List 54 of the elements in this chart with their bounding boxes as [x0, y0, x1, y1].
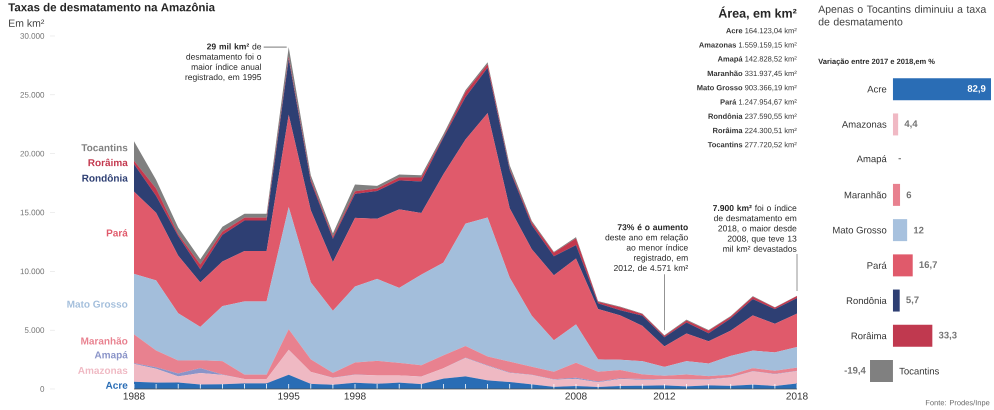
y-tick-label: Amapá — [856, 155, 887, 164]
annotation: 7.900 km² foi o índice de desmatamento em 2018, o maior desde 2008, que teve 13 mil km² devastados — [713, 204, 796, 252]
data-label: 16,7 — [920, 261, 937, 270]
x-tick-label: 1998 — [344, 392, 366, 400]
y-tick-label: 5.000 — [24, 327, 44, 333]
bar — [892, 290, 900, 312]
y-tick-label: 30.000 — [20, 33, 44, 39]
x-tick-label: 2012 — [654, 392, 676, 400]
y-tick-label: Amazonas — [842, 121, 886, 128]
y-tick-label: 10.000 — [20, 268, 44, 274]
bar — [892, 184, 900, 206]
data-label: 12 — [914, 226, 924, 234]
data-label: 82,9 — [968, 85, 986, 94]
x-tick-label: 2008 — [565, 392, 587, 400]
series-label: Rondônia — [82, 174, 128, 182]
y-tick-label: 0 — [40, 386, 44, 392]
y-tick-label: 15.000 — [20, 210, 44, 216]
chart-title: Taxas de desmatamento na Amazônia — [8, 2, 216, 12]
series-label: Pará — [106, 229, 128, 237]
data-label: 5,7 — [906, 296, 919, 305]
text: - — [898, 158, 901, 160]
bar — [870, 360, 893, 382]
series-label: Rorâima — [88, 158, 128, 166]
bar — [892, 78, 992, 100]
x-tick-label: 1995 — [278, 392, 300, 400]
y-tick-label: Acre — [867, 86, 886, 93]
y-tick-label: Pará — [867, 262, 887, 269]
y-tick-label: Rorâima — [852, 332, 887, 340]
series-label: Amazonas — [78, 367, 128, 374]
data-label: 6 — [906, 192, 912, 198]
x-tick-label: 1988 — [124, 392, 145, 400]
text: Área, em km² — [718, 6, 797, 20]
y-tick-label: Rondônia — [846, 297, 887, 304]
chart-title: Apenas o Tocantins diminuiu a taxa de desmatamento — [818, 5, 986, 26]
series-label: Maranhão — [81, 337, 128, 345]
y-tick-label: 20.000 — [20, 150, 44, 156]
data-label: -19,4 — [844, 366, 866, 376]
y-tick-label: Mato Grosso — [833, 226, 886, 234]
annotation: 73% é o aumento deste ano em relação ao menor índice registrado, em 2012, de 4.571 km² — [605, 224, 688, 272]
data-label: 33,3 — [938, 332, 957, 340]
annotation: 29 mil km² de desmatamento foi o maior índice anual registrado, em 1995 — [186, 43, 262, 82]
bar — [892, 219, 908, 242]
series-label: Mato Grosso — [67, 300, 128, 308]
bar — [892, 113, 898, 136]
series-label: Tocantins — [81, 144, 128, 152]
bar — [892, 254, 913, 276]
series-label: Amapá — [94, 350, 128, 360]
y-tick-label: Maranhão — [844, 191, 886, 198]
y-tick-label: 25.000 — [20, 92, 44, 98]
x-tick-label: 2018 — [786, 392, 808, 400]
data-label: 4,4 — [904, 120, 918, 128]
bar — [892, 324, 932, 347]
y-axis-title: Em km² — [9, 19, 44, 27]
series-label: Acre — [106, 382, 128, 389]
